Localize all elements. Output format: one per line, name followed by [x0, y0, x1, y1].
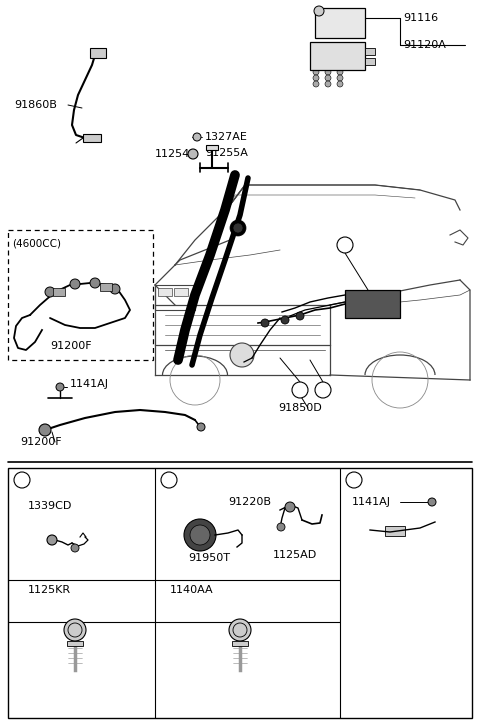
Bar: [310, 42, 365, 70]
Circle shape: [281, 316, 289, 324]
Text: 1140AA: 1140AA: [170, 585, 214, 595]
Bar: [53, 288, 65, 296]
Text: 1125AD: 1125AD: [273, 550, 317, 560]
Circle shape: [314, 6, 324, 16]
Circle shape: [14, 472, 30, 488]
Text: 1141AJ: 1141AJ: [352, 497, 391, 507]
Text: c: c: [351, 474, 357, 487]
Circle shape: [90, 278, 100, 288]
Circle shape: [325, 81, 331, 87]
Text: 1125KR: 1125KR: [28, 585, 71, 595]
Circle shape: [292, 382, 308, 398]
Bar: [67, 641, 83, 646]
Text: 1327AE: 1327AE: [205, 132, 248, 142]
Text: 91950T: 91950T: [188, 553, 230, 563]
Bar: [8, 468, 472, 718]
Text: 91220B: 91220B: [228, 497, 271, 507]
Bar: [365, 58, 375, 65]
Bar: [365, 48, 375, 55]
Text: b: b: [296, 383, 304, 396]
Circle shape: [285, 502, 295, 512]
Circle shape: [110, 284, 120, 294]
Text: 91255A: 91255A: [205, 148, 248, 158]
Text: c: c: [320, 383, 326, 396]
Bar: [345, 290, 400, 318]
Bar: [100, 283, 112, 291]
Circle shape: [325, 69, 331, 75]
Circle shape: [71, 544, 79, 552]
Text: KIA: KIA: [236, 352, 248, 358]
Circle shape: [64, 619, 86, 641]
Circle shape: [197, 423, 205, 431]
Bar: [155, 285, 195, 310]
Circle shape: [45, 287, 55, 297]
Text: 91120A: 91120A: [403, 40, 446, 50]
Bar: [385, 526, 405, 536]
Circle shape: [296, 312, 304, 320]
Bar: [8, 230, 153, 360]
Text: 91200F: 91200F: [50, 341, 92, 351]
Text: 11254: 11254: [155, 149, 190, 159]
Circle shape: [337, 75, 343, 81]
Circle shape: [346, 472, 362, 488]
Circle shape: [261, 319, 269, 327]
Circle shape: [39, 424, 51, 436]
Circle shape: [188, 149, 198, 159]
Text: a: a: [18, 474, 25, 487]
Text: a: a: [341, 238, 348, 251]
Text: 91200F: 91200F: [20, 437, 61, 447]
Text: 1339CD: 1339CD: [28, 501, 72, 511]
Circle shape: [229, 619, 251, 641]
Circle shape: [337, 81, 343, 87]
Text: 91860B: 91860B: [14, 100, 57, 110]
Bar: [315, 8, 365, 38]
Circle shape: [313, 75, 319, 81]
Circle shape: [233, 223, 243, 233]
Circle shape: [70, 279, 80, 289]
Text: 91850D: 91850D: [278, 403, 322, 413]
Circle shape: [313, 69, 319, 75]
Bar: [174, 288, 188, 296]
Bar: [206, 145, 218, 150]
Circle shape: [47, 535, 57, 545]
Circle shape: [337, 237, 353, 253]
Circle shape: [315, 382, 331, 398]
Bar: [158, 288, 172, 296]
Circle shape: [161, 472, 177, 488]
Circle shape: [277, 523, 285, 531]
Circle shape: [190, 525, 210, 545]
Circle shape: [337, 69, 343, 75]
Bar: [90, 48, 106, 58]
Circle shape: [313, 81, 319, 87]
Bar: [232, 641, 248, 646]
Text: (4600CC): (4600CC): [12, 239, 61, 249]
Text: 91116: 91116: [403, 13, 438, 23]
Bar: [83, 134, 101, 142]
Text: 1141AJ: 1141AJ: [70, 379, 109, 389]
Circle shape: [230, 220, 246, 236]
Circle shape: [184, 519, 216, 551]
Circle shape: [325, 75, 331, 81]
Circle shape: [56, 383, 64, 391]
Circle shape: [230, 343, 254, 367]
Text: b: b: [165, 474, 173, 487]
Circle shape: [193, 133, 201, 141]
Circle shape: [428, 498, 436, 506]
